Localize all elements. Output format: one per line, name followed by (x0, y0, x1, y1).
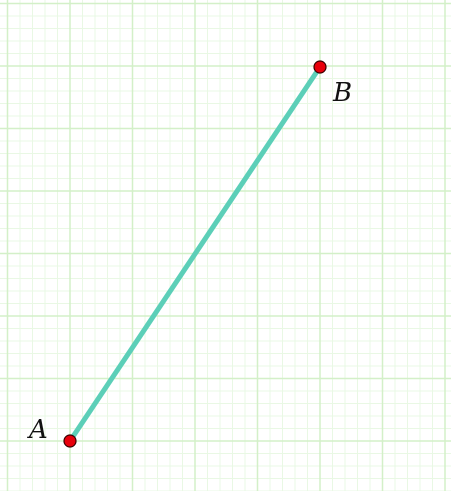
point-a-label: A (27, 415, 48, 445)
segment-ab[interactable] (67, 64, 323, 444)
point-b[interactable] (313, 60, 327, 74)
point-b-label: B (332, 78, 352, 108)
point-a[interactable] (63, 434, 77, 448)
